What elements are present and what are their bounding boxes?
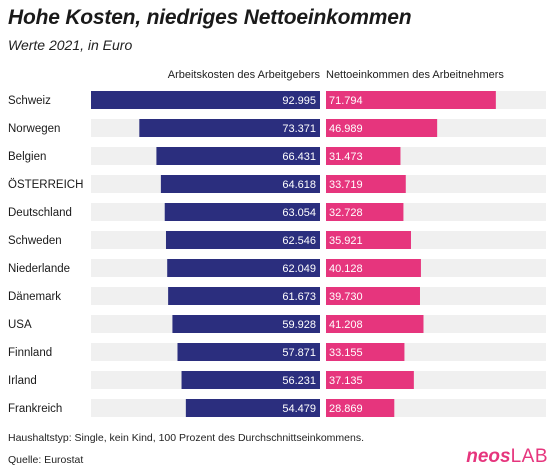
category-label: Schweiz	[8, 95, 51, 107]
data-label-nettoeinkommen: 32.728	[329, 207, 363, 219]
data-label-arbeitskosten: 73.371	[282, 123, 316, 135]
bar-arbeitskosten	[91, 91, 320, 109]
bar-nettoeinkommen	[326, 343, 405, 361]
data-label-arbeitskosten: 63.054	[282, 207, 316, 219]
data-label-arbeitskosten: 62.546	[282, 235, 316, 247]
data-label-arbeitskosten: 54.479	[282, 403, 316, 415]
data-label-nettoeinkommen: 35.921	[329, 235, 363, 247]
bar-arbeitskosten	[168, 287, 320, 305]
chart-title: Hohe Kosten, niedriges Nettoeinkommen	[8, 6, 412, 29]
data-label-nettoeinkommen: 37.135	[329, 375, 363, 387]
bar-arbeitskosten	[167, 259, 320, 277]
bar-nettoeinkommen	[326, 231, 411, 249]
data-label-nettoeinkommen: 41.208	[329, 319, 363, 331]
data-label-arbeitskosten: 66.431	[282, 151, 316, 163]
bar-arbeitskosten	[156, 147, 320, 165]
data-label-arbeitskosten: 56.231	[282, 375, 316, 387]
data-label-arbeitskosten: 61.673	[282, 291, 316, 303]
bar-nettoeinkommen	[326, 175, 406, 193]
category-label: Frankreich	[8, 403, 62, 415]
bar-arbeitskosten	[139, 119, 320, 137]
bar-arbeitskosten	[181, 371, 320, 389]
bar-arbeitskosten	[185, 399, 320, 417]
bar-nettoeinkommen	[326, 119, 438, 137]
data-label-arbeitskosten: 64.618	[282, 179, 316, 191]
bar-nettoeinkommen	[326, 399, 395, 417]
bar-nettoeinkommen	[326, 147, 401, 165]
data-label-nettoeinkommen: 46.989	[329, 123, 363, 135]
category-label: Schweden	[8, 235, 62, 247]
bar-arbeitskosten	[172, 315, 320, 333]
brand-logo-part-b: LAB	[510, 446, 548, 467]
category-label: Norwegen	[8, 123, 60, 135]
category-label: Deutschland	[8, 207, 72, 219]
category-label: Irland	[8, 375, 37, 387]
category-label: Belgien	[8, 151, 46, 163]
data-label-nettoeinkommen: 28.869	[329, 403, 363, 415]
bar-arbeitskosten	[164, 203, 320, 221]
data-label-nettoeinkommen: 31.473	[329, 151, 363, 163]
data-label-nettoeinkommen: 39.730	[329, 291, 363, 303]
category-label: ÖSTERREICH	[8, 179, 83, 191]
footnote: Haushaltstyp: Single, kein Kind, 100 Pro…	[8, 432, 365, 444]
data-label-arbeitskosten: 57.871	[282, 347, 316, 359]
bar-nettoeinkommen	[326, 287, 420, 305]
category-label: Dänemark	[8, 291, 61, 303]
data-label-arbeitskosten: 62.049	[282, 263, 316, 275]
bar-nettoeinkommen	[326, 315, 424, 333]
bar-arbeitskosten	[160, 175, 320, 193]
bar-nettoeinkommen	[326, 259, 421, 277]
category-label: Finnland	[8, 347, 52, 359]
bar-chart: Arbeitskosten des Arbeitgebers Nettoeinko…	[8, 69, 546, 417]
chart-subtitle: Werte 2021, in Euro	[8, 37, 133, 53]
brand-logo-part-a: neos	[466, 446, 511, 467]
legend-nettoeinkommen: Nettoeinkommen des Arbeitnehmers	[326, 69, 504, 81]
bar-nettoeinkommen	[326, 203, 404, 221]
bar-nettoeinkommen	[326, 91, 496, 109]
data-label-nettoeinkommen: 40.128	[329, 263, 363, 275]
data-label-nettoeinkommen: 33.719	[329, 179, 363, 191]
source-note: Quelle: Eurostat	[8, 454, 84, 466]
bar-arbeitskosten	[165, 231, 320, 249]
bar-arbeitskosten	[177, 343, 320, 361]
data-label-nettoeinkommen: 71.794	[329, 95, 363, 107]
bar-nettoeinkommen	[326, 371, 414, 389]
brand-logo: neosLAB	[466, 446, 548, 468]
data-label-nettoeinkommen: 33.155	[329, 347, 363, 359]
category-label: USA	[8, 319, 32, 331]
category-label: Niederlande	[8, 263, 70, 275]
legend-arbeitskosten: Arbeitskosten des Arbeitgebers	[168, 69, 321, 81]
data-label-arbeitskosten: 92.995	[282, 95, 316, 107]
data-label-arbeitskosten: 59.928	[282, 319, 316, 331]
